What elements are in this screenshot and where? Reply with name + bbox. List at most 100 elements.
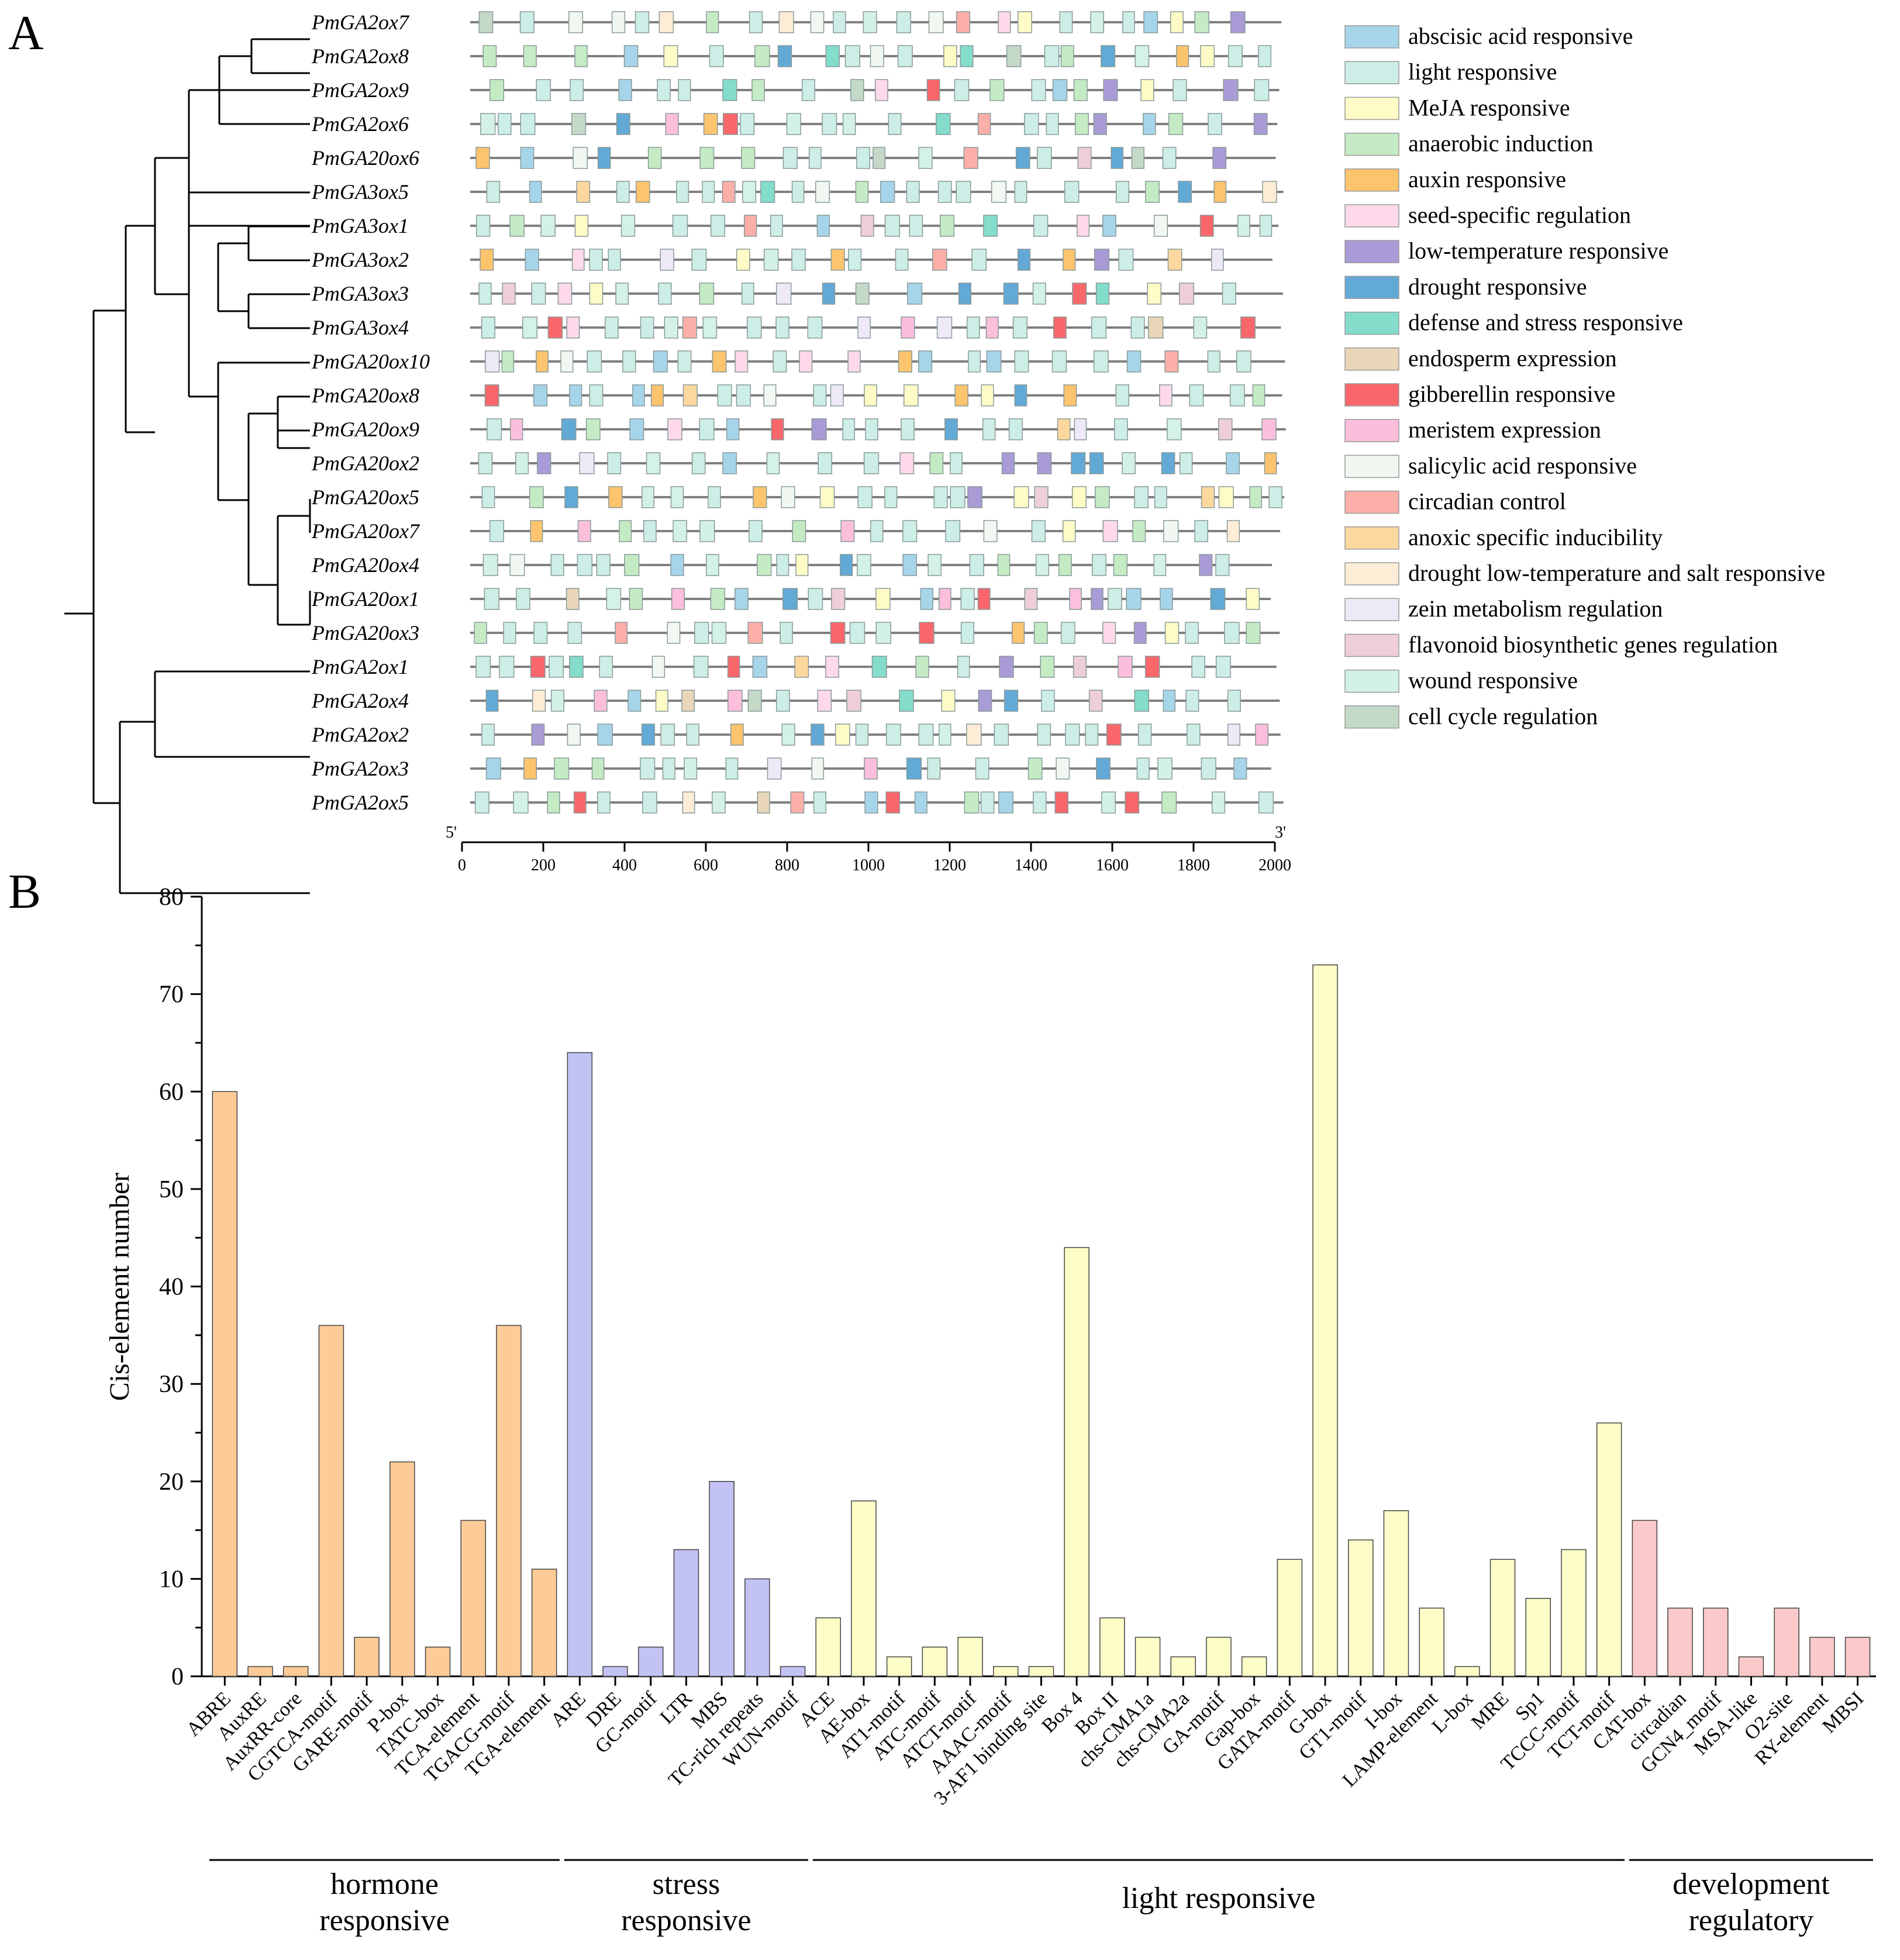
cis-element-box bbox=[830, 249, 845, 271]
cis-element-box bbox=[618, 79, 632, 101]
cis-element-box bbox=[1246, 588, 1260, 610]
cis-element-box bbox=[1040, 656, 1055, 678]
cis-element-box bbox=[686, 724, 700, 746]
cis-element-box bbox=[478, 11, 494, 33]
cis-element-box bbox=[927, 554, 942, 576]
cis-element-box bbox=[781, 486, 795, 508]
cis-element-box bbox=[485, 757, 501, 780]
cis-element-box bbox=[1077, 147, 1092, 169]
cis-element-box bbox=[897, 45, 913, 67]
cis-element-box bbox=[691, 452, 706, 474]
gene-label: PmGA2ox4 bbox=[311, 689, 409, 712]
cis-element-box bbox=[1034, 486, 1049, 508]
cis-element-box bbox=[1252, 384, 1265, 407]
cis-element-box bbox=[1223, 79, 1239, 101]
cis-element-box bbox=[585, 418, 601, 440]
gene-rows: PmGA2ox7 PmGA2ox8 PmGA2ox9 PmGA2ox6 PmGA20ox… bbox=[311, 11, 1286, 814]
cis-element-box bbox=[1031, 79, 1046, 101]
cis-element-box bbox=[531, 724, 545, 746]
cis-element-box bbox=[1163, 520, 1179, 542]
x-tick-labels: ABREAuxREAuxRR-coreCGTCA-motifGARE-motif… bbox=[182, 1676, 1868, 1809]
bar bbox=[1489, 1559, 1516, 1677]
cis-element-box bbox=[1118, 249, 1134, 271]
cis-element-box bbox=[480, 249, 494, 271]
bar bbox=[1632, 1520, 1658, 1677]
cis-element-box bbox=[958, 283, 971, 305]
position-tick-label: 800 bbox=[775, 856, 799, 874]
position-tick-label: 200 bbox=[531, 856, 556, 874]
cis-element-box bbox=[1193, 316, 1208, 339]
cis-element-box bbox=[1255, 724, 1268, 746]
bar bbox=[567, 1052, 593, 1677]
cis-element-box bbox=[864, 791, 878, 814]
cis-element-box bbox=[1227, 724, 1240, 746]
cis-element-box bbox=[624, 554, 640, 576]
cis-element-box bbox=[786, 113, 801, 135]
cis-element-box bbox=[529, 181, 542, 203]
cis-element-box bbox=[1111, 147, 1124, 169]
cis-element-box bbox=[822, 113, 837, 135]
cis-element-box bbox=[567, 724, 581, 746]
cis-element-box bbox=[522, 316, 538, 339]
cis-element-box bbox=[478, 452, 493, 474]
cis-element-box bbox=[1071, 486, 1087, 508]
cis-element-box bbox=[515, 452, 529, 474]
gene-label: PmGA3ox3 bbox=[311, 282, 409, 305]
cis-element-box bbox=[1033, 622, 1048, 644]
cis-element-box bbox=[474, 791, 489, 814]
cis-element-box bbox=[1201, 757, 1216, 780]
cis-element-box bbox=[536, 79, 551, 101]
cis-element-box bbox=[847, 350, 861, 373]
cis-element-box bbox=[1115, 384, 1129, 407]
cis-element-box bbox=[1001, 452, 1015, 474]
cis-element-box bbox=[960, 588, 975, 610]
y-tick-label: 40 bbox=[159, 1274, 184, 1301]
cis-element-box bbox=[560, 350, 574, 373]
cis-element-box bbox=[1024, 113, 1039, 135]
cis-element-box bbox=[530, 656, 546, 678]
cis-element-box bbox=[1125, 791, 1140, 814]
cis-element-box bbox=[775, 283, 792, 305]
bar bbox=[638, 1646, 664, 1677]
cis-element-box bbox=[749, 520, 763, 542]
cis-element-box bbox=[569, 656, 584, 678]
bar bbox=[673, 1549, 699, 1677]
cis-element-box bbox=[757, 791, 770, 814]
cis-element-box bbox=[1093, 113, 1107, 135]
panel-a-letter: A bbox=[8, 6, 44, 60]
cis-element-box bbox=[1161, 791, 1177, 814]
bar bbox=[886, 1656, 912, 1677]
y-tick-label: 10 bbox=[159, 1566, 184, 1593]
cis-element-box bbox=[478, 283, 492, 305]
cis-element-box bbox=[741, 283, 754, 305]
cis-element-box bbox=[1115, 181, 1129, 203]
cis-element-box bbox=[831, 588, 846, 610]
cis-element-box bbox=[1134, 486, 1149, 508]
gene-label: PmGA2ox6 bbox=[311, 112, 409, 136]
cis-element-box bbox=[1143, 113, 1156, 135]
cis-element-box bbox=[650, 384, 664, 407]
cis-element-box bbox=[1085, 724, 1099, 746]
cis-element-box bbox=[484, 384, 499, 407]
cis-element-box bbox=[781, 724, 795, 746]
cis-element-box bbox=[1024, 588, 1038, 610]
y-tick-label: 70 bbox=[159, 981, 184, 1008]
cis-element-box bbox=[873, 147, 886, 169]
cis-element-box bbox=[778, 11, 794, 33]
position-tick-label: 1800 bbox=[1177, 856, 1210, 874]
cis-element-box bbox=[485, 350, 500, 373]
y-tick-label: 80 bbox=[159, 884, 184, 911]
legend-label: abscisic acid responsive bbox=[1408, 23, 1633, 49]
cis-element-box bbox=[771, 418, 784, 440]
bars bbox=[212, 964, 1871, 1677]
cis-element-box bbox=[856, 147, 871, 169]
cis-element-box bbox=[1032, 283, 1046, 305]
cis-element-box bbox=[693, 656, 709, 678]
cis-element-box bbox=[561, 418, 577, 440]
cis-element-box bbox=[1167, 249, 1182, 271]
cis-element-box bbox=[557, 283, 573, 305]
cis-element-box bbox=[1161, 452, 1175, 474]
cis-element-box bbox=[808, 147, 822, 169]
cis-element-box bbox=[1254, 79, 1270, 101]
